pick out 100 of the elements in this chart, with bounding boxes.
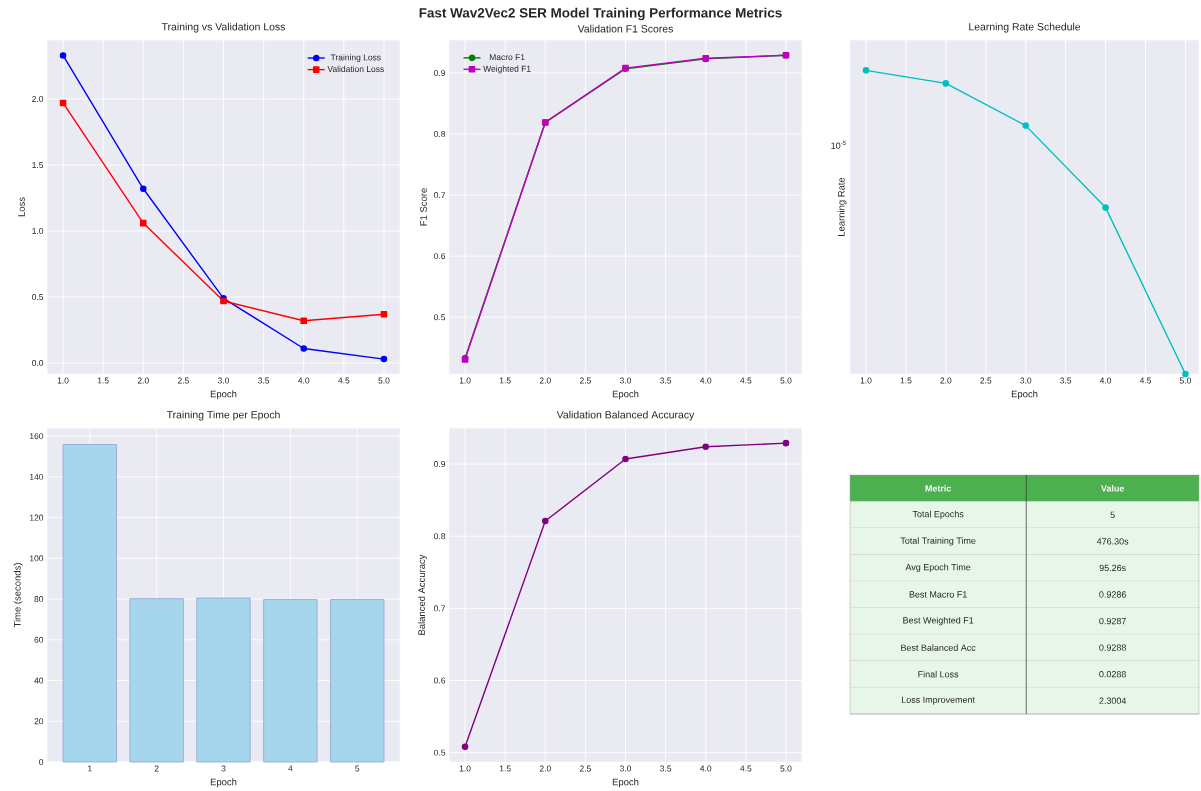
x-tick-label: 2 (154, 765, 159, 772)
x-tick-label: 2.5 (579, 377, 591, 384)
y-axis-title: F1 Score (420, 188, 427, 226)
x-axis-title: Epoch (210, 390, 237, 400)
y-tick-label: 0.8 (434, 131, 446, 138)
y-tick-label: 0.7 (434, 192, 446, 199)
legend-label: Weighted F1 (483, 65, 531, 74)
x-tick-label: 3.5 (258, 377, 270, 384)
text: Metric (925, 484, 952, 492)
x-tick-label: 1.5 (499, 765, 511, 772)
x-tick-label: 3.0 (217, 377, 230, 384)
text: Loss Improvement (901, 696, 975, 705)
y-axis-title: Balanced Accuracy (418, 554, 427, 635)
chart-title: Learning Rate Schedule (969, 22, 1081, 33)
text: Total Epochs (912, 510, 964, 519)
x-tick-label: 2.0 (940, 377, 952, 384)
y-axis-title: Learning Rate (837, 177, 847, 236)
x-tick-label: 1.0 (57, 377, 69, 384)
x-tick-label: 5.0 (378, 377, 390, 384)
y-tick-label: 0 (39, 759, 44, 765)
text: Best Macro F1 (909, 591, 967, 598)
x-tick-label: 1.5 (499, 377, 511, 384)
x-tick-label: 3 (221, 765, 226, 772)
x-tick-label: 2.0 (137, 377, 149, 384)
text: 10$^{-5}$ (831, 140, 846, 149)
y-tick-label: 0.0 (32, 360, 44, 367)
x-axis-title: Epoch (612, 390, 639, 400)
legend-label: Training Loss (330, 54, 381, 63)
x-tick-label: 5 (355, 765, 360, 772)
x-axis-title: Epoch (1011, 390, 1038, 400)
x-tick-label: 3.0 (619, 765, 632, 772)
x-tick-label: 2.5 (177, 377, 189, 384)
text: Final Loss (918, 670, 959, 678)
y-tick-label: 0.5 (32, 294, 44, 301)
y-tick-label: 0.5 (434, 749, 446, 756)
x-tick-label: 1.0 (860, 377, 872, 384)
x-tick-label: 3.0 (1020, 377, 1032, 384)
y-tick-label: 40 (34, 677, 44, 684)
x-tick-label: 5.0 (780, 765, 792, 772)
x-tick-label: 4.0 (700, 765, 712, 772)
y-tick-label: 20 (34, 718, 44, 725)
chart-title: Validation F1 Scores (577, 24, 673, 33)
x-tick-label: 4.0 (700, 377, 712, 384)
text: 95.26s (1099, 564, 1126, 572)
chart-title: Training vs Validation Loss (161, 22, 286, 33)
text: 2.3004 (1099, 697, 1127, 704)
x-tick-label: 4.0 (298, 377, 310, 384)
text: Total Training Time (900, 537, 976, 546)
x-tick-label: 2.5 (579, 765, 591, 772)
x-tick-label: 5.0 (780, 377, 792, 384)
x-tick-label: 1.0 (459, 377, 471, 384)
text: 5 (1110, 511, 1115, 518)
x-axis-title: Epoch (612, 778, 639, 788)
y-tick-label: 140 (29, 473, 44, 480)
x-tick-label: 2.0 (539, 765, 551, 772)
y-tick-label: 0.6 (434, 677, 446, 684)
y-tick-label: 0.6 (434, 253, 446, 260)
text: 0.9287 (1099, 617, 1126, 625)
text: Best Weighted F1 (903, 616, 974, 626)
x-tick-label: 4.0 (1099, 377, 1112, 384)
x-tick-label: 3.0 (619, 377, 632, 384)
x-tick-label: 1.5 (97, 377, 109, 384)
x-tick-label: 4.5 (338, 377, 350, 384)
y-axis-title: Loss (18, 197, 25, 217)
text: Fast Wav2Vec2 SER Model Training Performance Metrics (419, 7, 782, 21)
x-tick-label: 1.5 (900, 377, 912, 384)
x-tick-label: 4.5 (740, 377, 752, 384)
text: 0.0288 (1099, 670, 1126, 678)
text: Best Balanced Acc (901, 644, 976, 651)
y-tick-label: 1.0 (32, 228, 44, 235)
x-tick-label: 4.5 (740, 765, 752, 772)
x-tick-label: 3.5 (660, 765, 672, 772)
legend-label: Validation Loss (327, 65, 384, 73)
x-axis-title: Epoch (210, 778, 237, 788)
y-tick-label: 0.9 (434, 461, 446, 468)
y-tick-label: 160 (29, 433, 44, 440)
x-tick-label: 3.5 (1060, 377, 1072, 384)
chart-title: Training Time per Epoch (166, 410, 280, 421)
text: Avg Epoch Time (905, 563, 971, 573)
x-tick-label: 2.5 (980, 377, 992, 384)
x-tick-label: 1.0 (459, 765, 471, 772)
y-tick-label: 1.5 (32, 162, 44, 168)
y-tick-label: 120 (29, 514, 44, 521)
x-tick-label: 2.0 (539, 377, 551, 384)
y-tick-label: 60 (34, 636, 44, 643)
y-tick-label: 0.5 (434, 314, 446, 321)
text: Value (1100, 484, 1125, 492)
y-tick-label: 100 (29, 555, 44, 562)
x-tick-label: 1 (88, 765, 92, 772)
x-tick-label: 5.0 (1179, 377, 1191, 384)
chart-title: Validation Balanced Accuracy (556, 410, 695, 421)
text: 0.9286 (1099, 591, 1126, 598)
text: 476.30s (1096, 538, 1129, 545)
x-tick-label: 4.5 (1139, 377, 1152, 384)
x-tick-label: 4 (288, 765, 293, 772)
y-tick-label: 0.9 (434, 69, 446, 76)
x-tick-label: 3.5 (660, 377, 672, 384)
text: 0.9288 (1099, 644, 1126, 651)
legend-label: Macro F1 (489, 54, 525, 61)
y-tick-label: 0.8 (434, 533, 446, 540)
